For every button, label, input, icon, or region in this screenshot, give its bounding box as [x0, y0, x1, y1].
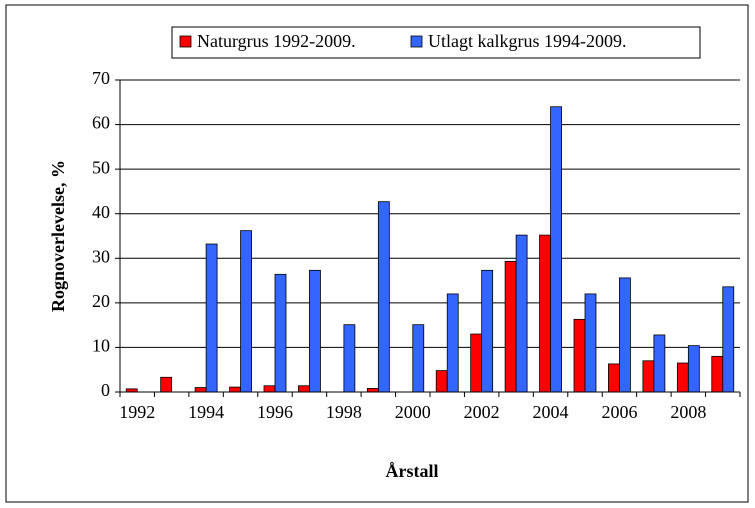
- y-tick-label: 70: [92, 68, 110, 88]
- bar: [619, 277, 631, 393]
- bar: [539, 234, 551, 393]
- x-tick-label: 2006: [601, 402, 637, 422]
- y-tick-label: 10: [92, 336, 110, 356]
- bar: [573, 318, 586, 393]
- y-tick-label: 40: [92, 202, 110, 222]
- bar: [366, 388, 379, 393]
- x-tick-label: 2004: [533, 402, 569, 422]
- chart-border: [5, 4, 749, 503]
- bar: [470, 333, 483, 393]
- y-tick-label: 20: [92, 291, 110, 311]
- legend-label: Utlagt kalkgrus 1994-2009.: [428, 31, 626, 51]
- bar: [298, 385, 310, 393]
- legend-label: Naturgrus 1992-2009.: [197, 31, 356, 51]
- x-tick-label: 1992: [119, 402, 155, 422]
- bar: [412, 324, 425, 393]
- bar: [435, 370, 448, 393]
- y-tick-label: 60: [92, 113, 110, 133]
- bar: [481, 269, 494, 393]
- bar: [504, 261, 517, 393]
- x-tick-label: 2008: [670, 402, 706, 422]
- bar: [446, 293, 459, 393]
- y-tick-label: 50: [92, 157, 110, 177]
- bar: [676, 362, 689, 393]
- bar: [274, 273, 287, 393]
- bar: [229, 386, 241, 393]
- x-tick-label: 2002: [464, 402, 500, 422]
- bar: [642, 360, 655, 393]
- bar: [515, 234, 528, 393]
- y-tick-label: 30: [92, 246, 110, 266]
- bar: [263, 385, 276, 393]
- bar: [160, 376, 173, 393]
- bar: [550, 106, 562, 393]
- x-tick-label: 1994: [188, 402, 224, 422]
- bar: [343, 324, 356, 393]
- y-axis-title: Rognoverlevelse, %: [48, 160, 68, 312]
- bar: [584, 293, 597, 393]
- y-tick-label: 0: [101, 380, 110, 400]
- x-tick-label: 1998: [326, 402, 362, 422]
- bar: [608, 363, 620, 393]
- bar: [722, 286, 735, 393]
- bar: [194, 387, 207, 393]
- x-tick-label: 2000: [395, 402, 431, 422]
- legend-swatch: [410, 35, 423, 48]
- bar: [711, 355, 724, 393]
- bar: [240, 230, 252, 393]
- bar: [377, 201, 390, 393]
- bar: [309, 269, 321, 393]
- bar: [687, 345, 700, 393]
- legend-box: [171, 26, 701, 59]
- bar: [205, 243, 218, 393]
- bar: [653, 334, 666, 393]
- x-axis-title: Årstall: [386, 461, 439, 481]
- x-tick-label: 1996: [257, 402, 293, 422]
- legend-swatch: [179, 35, 192, 48]
